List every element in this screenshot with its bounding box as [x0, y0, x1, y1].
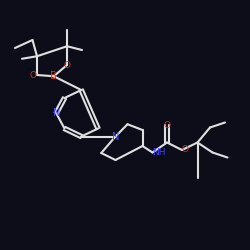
Text: O: O: [164, 120, 170, 130]
Text: O: O: [64, 60, 70, 70]
Text: N: N: [52, 108, 60, 118]
Text: O: O: [182, 146, 189, 154]
Text: NH: NH: [152, 148, 166, 157]
Text: B: B: [50, 71, 57, 81]
Text: O: O: [30, 70, 37, 80]
Text: N: N: [112, 132, 119, 141]
